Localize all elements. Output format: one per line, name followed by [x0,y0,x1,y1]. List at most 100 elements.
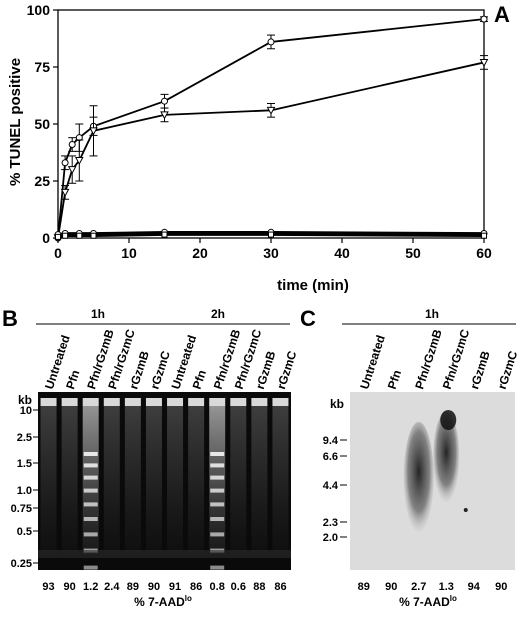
lane-smear [188,406,205,554]
ladder-band [83,532,98,537]
percent-value: 2.4 [104,581,120,593]
ladder-band [83,517,98,521]
x-tick-label: 50 [405,245,421,261]
x-tick-label: 40 [334,245,350,261]
y-tick-label: 0 [42,230,50,246]
well-band [272,398,289,406]
ladder-band [83,488,98,493]
well-band [209,398,226,406]
percent-value: 90 [148,581,160,593]
percent-value: 86 [190,581,202,593]
lane-smear [167,406,184,554]
series-line [57,61,485,239]
well-band [82,398,99,406]
blot-speck [463,508,468,512]
well-band [103,398,120,406]
data-point [160,111,169,120]
ladder-band [210,463,225,468]
kb-label-c: kb [330,397,344,411]
percent-value: 86 [274,581,286,593]
group-label-1h-c: 1h [425,307,439,321]
size-marker-label: 0.75 [11,503,32,515]
lane-label: Pfn [190,368,209,391]
percent-value: 0.6 [231,581,246,593]
lane-label: rGzmC [495,349,520,391]
ladder-band [83,463,98,468]
data-point [161,97,168,105]
percent-value: 90 [385,581,397,593]
ladder-band [83,475,98,480]
data-point [62,232,69,239]
percent-value: 1.3 [439,581,454,593]
percent-value: 89 [127,581,139,593]
percent-value: 93 [42,581,54,593]
ladder-band [210,502,225,507]
x-tick-label: 30 [263,245,279,261]
series-line [57,18,485,239]
y-tick-label: 50 [34,116,50,132]
series-4 [55,231,487,240]
y-axis-label: % TUNEL positive [7,58,24,186]
x-axis-label: time (min) [277,277,349,294]
data-point [267,38,275,46]
size-marker-label: 2.0 [323,532,338,544]
lane-smear [209,406,226,554]
size-marker-label: 1.0 [17,485,32,497]
lane-smear [82,406,99,554]
gel-dye-front [38,550,291,558]
ladder-band [83,565,98,570]
data-point [55,233,61,240]
size-markers-c: 9.4 6.6 4.4 2.3 2.0 [323,435,347,544]
percent-value: 91 [169,581,181,593]
data-point [161,231,168,238]
lane-smear [40,406,57,554]
well-band [188,398,205,406]
lane-smear [272,406,289,554]
lane-label: Pfn/rGzmB [412,327,445,391]
gel-image [38,392,291,606]
percent-value: 88 [253,581,265,593]
size-marker-label: 2.5 [17,432,32,444]
percent-axis-label: % 7-AADlo [134,594,192,609]
x-tick-label: 60 [476,245,492,261]
lane-label: Untreated [357,333,388,391]
kb-label: kb [18,393,32,407]
percent-values: 93 90 1.2 2.4 89 90 91 86 0.8 0.6 88 86 [42,581,286,593]
data-point [89,127,98,136]
data-point [68,141,76,149]
data-point [481,232,487,239]
group-label-2h: 2h [211,307,225,321]
ladder-band [210,602,225,606]
data-point [61,159,69,167]
ladder-band [210,452,225,456]
lane-label: Pfn [63,368,82,391]
lane-smear [124,406,141,554]
lane-label: rGzmB [467,349,493,391]
chart-axes: 0 10 20 30 40 50 60 0 25 50 75 100 [27,2,492,261]
well-band [40,398,57,406]
y-tick-label: 100 [27,2,51,18]
size-marker-label: 9.4 [323,435,339,447]
percent-values-c: 89 90 2.7 1.3 94 90 [358,581,508,593]
x-tick-label: 0 [54,245,62,261]
well-band [145,398,162,406]
gel-background [38,392,291,570]
ladder-band [210,517,225,521]
blot-smear [433,412,460,502]
data-point [266,106,276,115]
lane-smear [103,406,120,554]
y-tick-label: 25 [34,173,50,189]
lane-label: Pfn/rGzmC [440,327,473,391]
size-marker-label: 10 [20,405,32,417]
size-marker-label: 0.5 [17,526,32,538]
ladder-band [83,583,98,588]
percent-value: 90 [495,581,507,593]
percent-value: 90 [64,581,76,593]
data-point [74,156,84,166]
percent-value: 1.2 [83,581,98,593]
well-band [124,398,141,406]
